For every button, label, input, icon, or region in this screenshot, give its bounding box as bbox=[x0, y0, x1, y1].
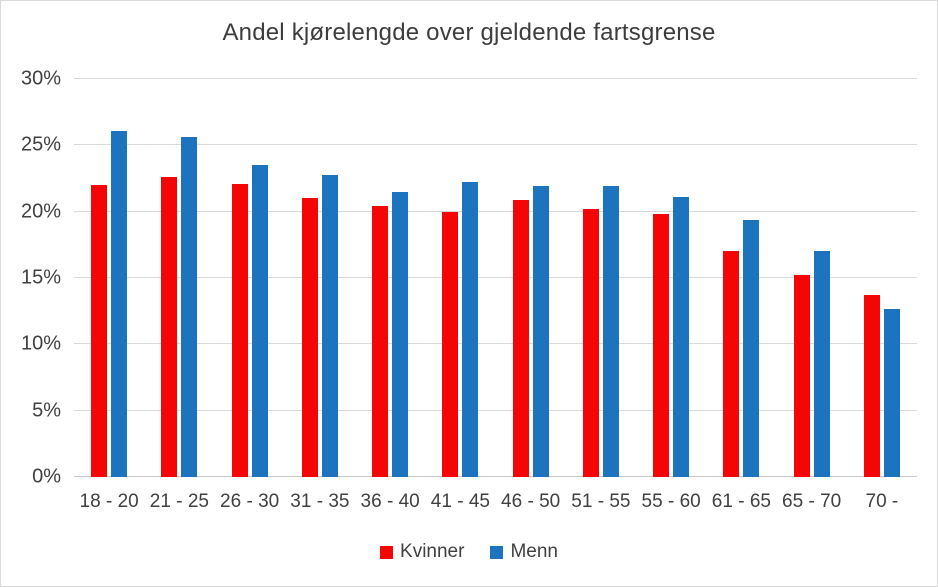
bar-menn-4 bbox=[392, 191, 409, 477]
bar-menn-1 bbox=[181, 137, 198, 477]
legend-item-kvinner: Kvinner bbox=[380, 541, 464, 563]
legend-item-menn: Menn bbox=[490, 541, 558, 563]
gridline-25pct bbox=[74, 144, 917, 146]
legend-label-menn: Menn bbox=[510, 541, 558, 562]
gridline-20pct bbox=[74, 210, 917, 212]
bar-menn-5 bbox=[462, 182, 479, 477]
bar-kvinner-0 bbox=[91, 185, 108, 477]
x-tick-label-1: 21 - 25 bbox=[149, 491, 209, 512]
category-group-9 bbox=[706, 79, 776, 477]
bar-kvinner-7 bbox=[582, 209, 599, 477]
bar-menn-0 bbox=[111, 130, 128, 477]
gridline-5pct bbox=[74, 409, 917, 411]
category-group-10 bbox=[777, 79, 847, 477]
category-group-4 bbox=[355, 79, 425, 477]
bar-kvinner-9 bbox=[723, 251, 740, 477]
legend-swatch-menn bbox=[490, 545, 504, 559]
category-group-11 bbox=[847, 79, 917, 477]
x-tick-label-10: 65 - 70 bbox=[782, 491, 842, 512]
category-group-8 bbox=[636, 79, 706, 477]
y-tick-label-20pct: 20% bbox=[20, 200, 61, 223]
x-tick-label-4: 36 - 40 bbox=[360, 491, 420, 512]
x-tick-label-7: 51 - 55 bbox=[571, 491, 631, 512]
chart-title: Andel kjørelengde over gjeldende fartsgr… bbox=[222, 19, 716, 46]
x-tick-label-6: 46 - 50 bbox=[501, 491, 561, 512]
y-tick-label-5pct: 5% bbox=[32, 399, 61, 422]
bar-menn-9 bbox=[743, 219, 760, 477]
x-tick-label-2: 26 - 30 bbox=[220, 491, 280, 512]
category-group-7 bbox=[566, 79, 636, 477]
bar-menn-6 bbox=[532, 186, 549, 477]
y-tick-label-25pct: 25% bbox=[20, 133, 61, 156]
bar-kvinner-5 bbox=[442, 211, 459, 477]
bar-kvinner-10 bbox=[793, 275, 810, 477]
bar-kvinner-2 bbox=[231, 183, 248, 477]
x-tick-label-9: 61 - 65 bbox=[711, 491, 771, 512]
gridline-30pct bbox=[74, 78, 917, 79]
plot-area bbox=[74, 78, 917, 477]
legend-label-kvinner: Kvinner bbox=[400, 541, 465, 562]
bar-menn-11 bbox=[883, 308, 900, 477]
gridline-15pct bbox=[74, 277, 917, 278]
bar-kvinner-3 bbox=[301, 198, 318, 477]
bar-menn-2 bbox=[251, 165, 268, 477]
y-tick-label-15pct: 15% bbox=[20, 266, 61, 289]
bar-menn-10 bbox=[813, 251, 830, 477]
x-tick-label-11: 70 - bbox=[865, 491, 899, 512]
bar-menn-8 bbox=[673, 197, 690, 477]
category-group-1 bbox=[144, 79, 214, 477]
y-tick-label-0pct: 0% bbox=[32, 465, 61, 488]
x-tick-label-5: 41 - 45 bbox=[430, 491, 490, 512]
legend: Kvinner Menn bbox=[1, 541, 937, 563]
category-group-5 bbox=[425, 79, 495, 477]
bar-kvinner-1 bbox=[161, 177, 178, 477]
bar-kvinner-8 bbox=[653, 214, 670, 477]
gridline-10pct bbox=[74, 343, 917, 345]
category-group-6 bbox=[496, 79, 566, 477]
gridline-0pct bbox=[74, 476, 917, 477]
legend-swatch-kvinner bbox=[380, 545, 394, 559]
category-group-3 bbox=[285, 79, 355, 477]
x-tick-label-3: 31 - 35 bbox=[290, 491, 350, 512]
y-tick-label-30pct: 30% bbox=[20, 67, 61, 90]
bar-kvinner-11 bbox=[863, 295, 880, 477]
bar-menn-3 bbox=[321, 174, 338, 477]
x-tick-label-0: 18 - 20 bbox=[79, 491, 139, 512]
bar-kvinner-4 bbox=[372, 206, 389, 477]
x-tick-label-8: 55 - 60 bbox=[641, 491, 701, 512]
category-group-0 bbox=[74, 79, 144, 477]
category-group-2 bbox=[215, 79, 285, 477]
bar-menn-7 bbox=[602, 186, 619, 477]
y-tick-label-10pct: 10% bbox=[20, 332, 61, 355]
bar-kvinner-6 bbox=[512, 199, 529, 477]
